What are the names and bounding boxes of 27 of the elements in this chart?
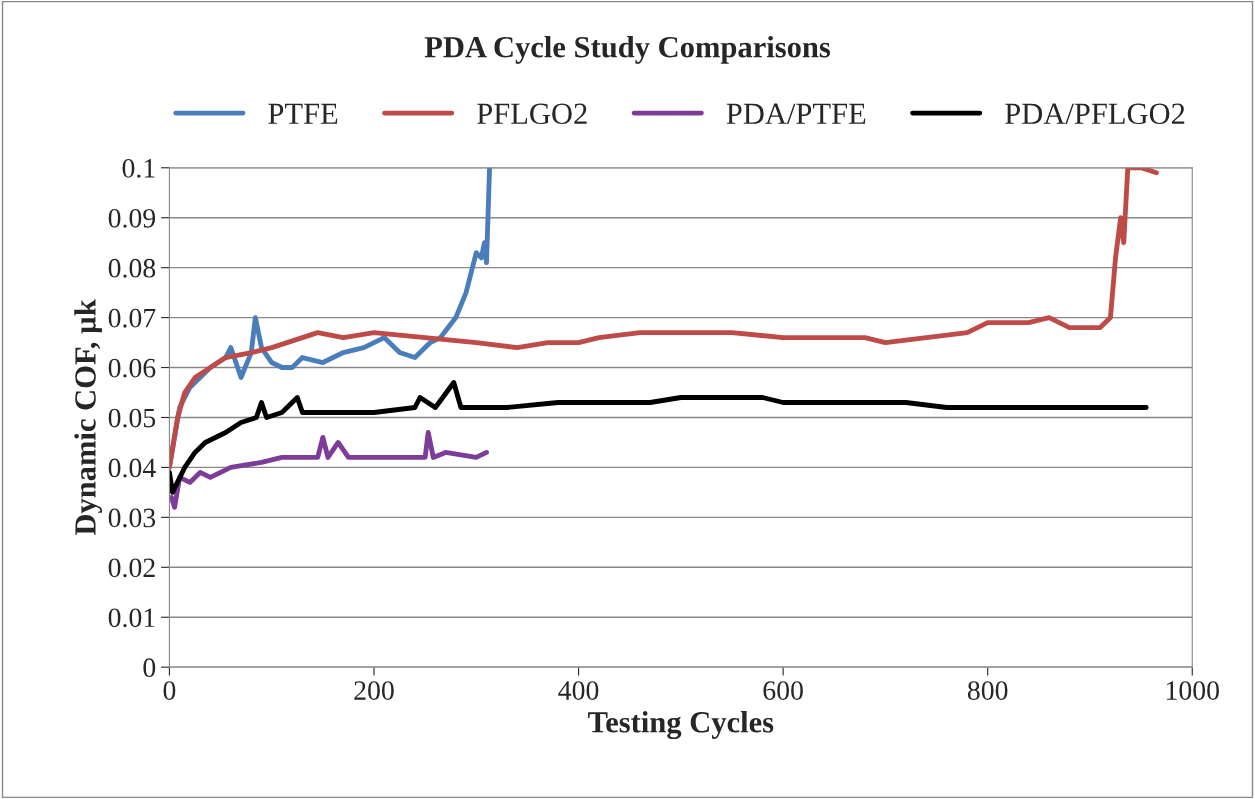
x-axis-title: Testing Cycles [588, 711, 774, 740]
legend-label: PTFE [268, 103, 338, 124]
x-tick-label: 0 [163, 681, 176, 700]
x-tick-label: 800 [967, 681, 1008, 700]
legend-label: PFLGO2 [477, 103, 587, 125]
y-tick-label: 0.02 [108, 558, 155, 578]
x-tick-label: 200 [354, 681, 394, 700]
y-tick-label: 0.03 [108, 508, 156, 528]
legend-label: PDA/PFLGO2 [1005, 103, 1185, 125]
legend-label: PDA/PTFE [726, 103, 866, 125]
y-tick-label: 0 [143, 658, 156, 678]
y-axis-title: Dynamic COF, µk [74, 299, 103, 536]
y-tick-label: 0.1 [122, 158, 155, 178]
x-tick-label: 600 [763, 681, 803, 700]
line-series [169, 167, 1159, 470]
y-tick-label: 0.09 [108, 208, 156, 228]
y-tick-label: 0.05 [108, 408, 156, 428]
line-series [169, 430, 489, 510]
line-series [169, 380, 1149, 495]
y-tick-label: 0.04 [108, 458, 156, 478]
y-tick-label: 0.06 [108, 358, 156, 378]
y-tick-label: 0.07 [108, 308, 156, 328]
x-tick-label: 400 [558, 681, 599, 700]
chart-title: PDA Cycle Study Comparisons [424, 35, 831, 64]
y-tick-label: 0.08 [108, 258, 156, 278]
y-tick-label: 0.01 [108, 608, 155, 628]
x-tick-label: 1000 [1166, 681, 1219, 700]
